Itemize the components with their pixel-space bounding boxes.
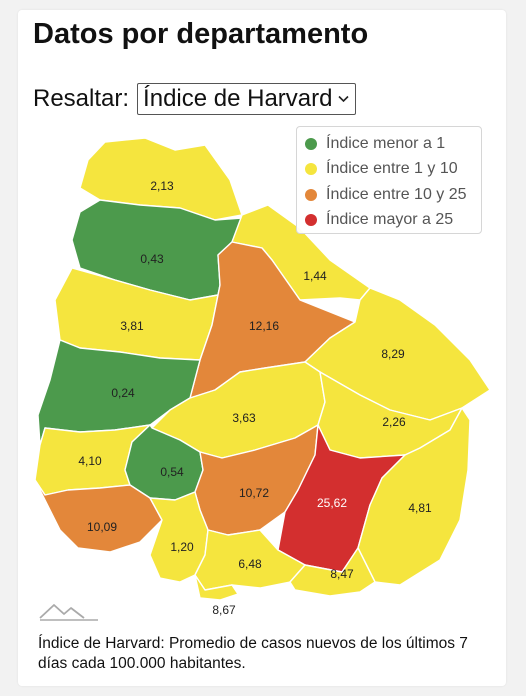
- department-16[interactable]: [194, 529, 306, 591]
- department-label-5: 8,29: [381, 347, 405, 361]
- department-13[interactable]: [357, 407, 471, 586]
- chevron-down-icon: [338, 95, 350, 103]
- highlight-select[interactable]: Índice de Harvard: [137, 83, 357, 115]
- legend-label: Índice menor a 1: [326, 134, 446, 152]
- department-18[interactable]: [194, 574, 239, 601]
- legend-dot-yellow: [305, 163, 317, 176]
- legend-dot-red: [305, 214, 317, 227]
- legend-label: Índice mayor a 25: [326, 211, 454, 229]
- legend-dot-green: [305, 137, 317, 150]
- highlight-selected-value: Índice de Harvard: [143, 85, 333, 112]
- department-label-8: 2,26: [382, 415, 406, 429]
- legend-label: Índice entre 10 y 25: [326, 185, 467, 203]
- department-17[interactable]: [289, 547, 376, 597]
- department-label-4: 12,16: [249, 319, 279, 333]
- highlight-label: Resaltar:: [33, 85, 130, 112]
- legend-item-yellow: Índice entre 1 y 10: [305, 157, 481, 183]
- legend-item-orange: Índice entre 10 y 25: [305, 182, 481, 208]
- mountain-logo-icon: [39, 604, 98, 621]
- department-label-12: 25,62: [317, 496, 347, 510]
- map-legend: Índice menor a 1 Índice entre 1 y 10 Índ…: [296, 126, 482, 234]
- department-label-16: 6,48: [238, 557, 262, 571]
- department-label-18: 8,67: [212, 603, 236, 617]
- highlight-control: Resaltar: Índice de Harvard: [33, 82, 357, 116]
- department-label-3: 3,81: [120, 319, 144, 333]
- legend-dot-orange: [305, 188, 317, 201]
- department-label-11: 10,72: [239, 486, 269, 500]
- page-title: Datos por departamento: [33, 18, 369, 50]
- department-label-17: 8,47: [330, 567, 354, 581]
- department-label-9: 4,10: [78, 454, 102, 468]
- department-label-6: 0,24: [111, 386, 135, 400]
- legend-item-red: Índice mayor a 25: [305, 208, 481, 234]
- map-svg: 2,13 0,43 1,44 3,81 12,16 8,29 0,24 3,63…: [34, 137, 491, 617]
- department-label-13: 4,81: [408, 501, 432, 515]
- legend-item-green: Índice menor a 1: [305, 131, 481, 157]
- department-label-1: 0,43: [140, 252, 164, 266]
- department-label-7: 3,63: [232, 411, 256, 425]
- department-label-0: 2,13: [150, 179, 174, 193]
- department-label-15: 1,20: [170, 540, 194, 554]
- department-label-10: 0,54: [160, 465, 184, 479]
- uruguay-map: 2,13 0,43 1,44 3,81 12,16 8,29 0,24 3,63…: [0, 120, 526, 620]
- department-label-14: 10,09: [87, 520, 117, 534]
- department-label-2: 1,44: [303, 269, 327, 283]
- footnote: Índice de Harvard: Promedio de casos nue…: [38, 635, 468, 672]
- legend-label: Índice entre 1 y 10: [326, 160, 458, 178]
